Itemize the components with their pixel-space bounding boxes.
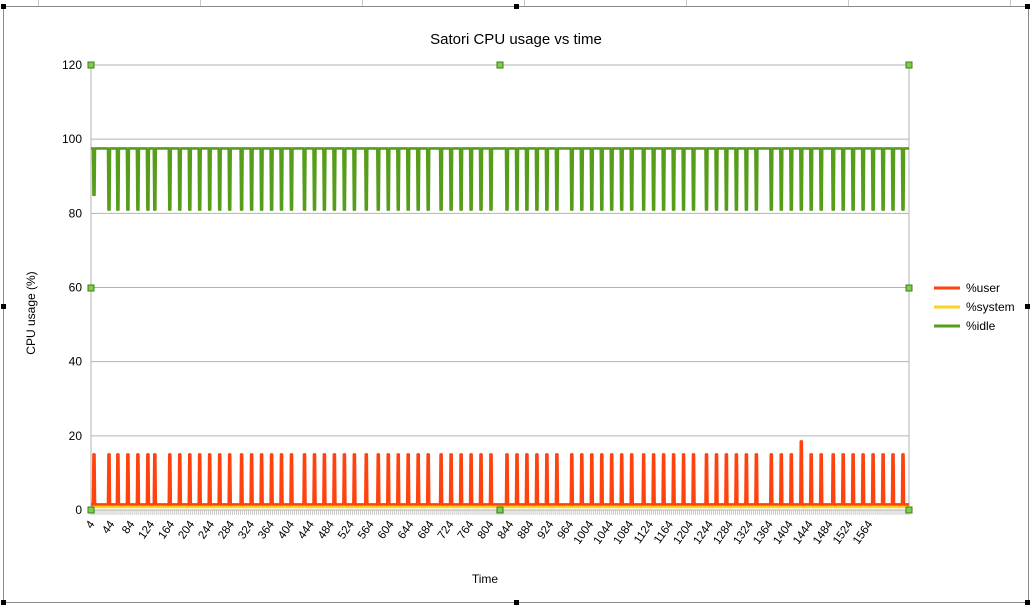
x-tick-label: 844 bbox=[496, 518, 517, 541]
x-tick-label: 1244 bbox=[691, 518, 716, 546]
x-tick-label: 1404 bbox=[771, 518, 796, 546]
y-tick-label: 100 bbox=[62, 132, 82, 146]
x-tick-label: 1284 bbox=[711, 518, 736, 546]
selection-handle bbox=[87, 61, 95, 69]
selection-handle bbox=[87, 506, 95, 514]
x-tick-label: 1004 bbox=[572, 518, 597, 546]
frame-handle[interactable] bbox=[1, 304, 6, 309]
selection-handle bbox=[905, 61, 913, 69]
x-tick-label: 1444 bbox=[791, 518, 816, 546]
y-tick-label: 40 bbox=[69, 355, 83, 369]
frame-handle[interactable] bbox=[514, 4, 519, 9]
selection-handles[interactable] bbox=[87, 61, 913, 514]
x-tick-label: 404 bbox=[276, 518, 297, 541]
selection-handle bbox=[905, 284, 913, 292]
x-tick-label: 644 bbox=[396, 518, 417, 541]
x-tick-label: 484 bbox=[316, 518, 337, 541]
frame-handle[interactable] bbox=[1, 600, 6, 605]
x-tick-label: 684 bbox=[416, 518, 437, 541]
legend[interactable]: %user %system %idle bbox=[934, 281, 1015, 333]
sheet-column-line bbox=[848, 0, 849, 7]
x-tick-label: 1204 bbox=[671, 518, 696, 546]
frame-handle[interactable] bbox=[1025, 304, 1030, 309]
x-tick-label: 1564 bbox=[851, 518, 876, 546]
x-tick-label: 524 bbox=[336, 518, 357, 541]
x-tick-label: 604 bbox=[376, 518, 397, 541]
x-tick-label: 324 bbox=[236, 518, 257, 541]
x-tick-label: 244 bbox=[196, 518, 217, 541]
x-tick-label: 204 bbox=[176, 518, 197, 541]
x-tick-label: 724 bbox=[436, 518, 457, 541]
sheet-column-line bbox=[200, 0, 201, 7]
y-tick-label: 0 bbox=[75, 503, 82, 517]
x-tick-label: 564 bbox=[356, 518, 377, 541]
x-tick-label: 4 bbox=[84, 518, 98, 531]
x-tick-label: 804 bbox=[476, 518, 497, 541]
x-tick-label: 1524 bbox=[831, 518, 856, 546]
x-tick-label: 44 bbox=[100, 518, 118, 536]
series-user-line bbox=[91, 440, 909, 506]
y-axis-label: CPU usage (%) bbox=[24, 271, 38, 354]
x-tick-label: 764 bbox=[456, 518, 477, 541]
frame-handle[interactable] bbox=[1025, 600, 1030, 605]
x-tick-label: 284 bbox=[216, 518, 237, 541]
legend-label: %system bbox=[966, 300, 1015, 314]
y-tick-labels: 0 20 40 60 80 100 120 bbox=[62, 58, 82, 517]
x-tick-label: 124 bbox=[136, 518, 157, 541]
x-tick-label: 444 bbox=[296, 518, 317, 541]
x-tick-label: 364 bbox=[256, 518, 277, 541]
selection-handle bbox=[905, 506, 913, 514]
y-tick-label: 120 bbox=[62, 58, 82, 72]
chart-title: Satori CPU usage vs time bbox=[430, 31, 602, 48]
series-lines bbox=[91, 147, 909, 509]
chart-frame[interactable] bbox=[1, 4, 1030, 605]
y-tick-label: 20 bbox=[69, 429, 83, 443]
x-tick-label: 1484 bbox=[811, 518, 836, 546]
x-tick-label: 164 bbox=[156, 518, 177, 541]
x-tick-labels: 4 44 84 124 164 204 244 284 324 364 404 444 484 524 56… bbox=[84, 518, 876, 546]
sheet-column-line bbox=[38, 0, 39, 7]
x-tick-label: 1364 bbox=[751, 518, 776, 546]
sheet-column-line bbox=[1010, 0, 1011, 7]
x-tick-label: 1084 bbox=[612, 518, 637, 546]
x-tick-label: 1044 bbox=[592, 518, 617, 546]
sheet-column-line bbox=[362, 0, 363, 7]
x-tick-label: 884 bbox=[516, 518, 537, 541]
selection-handle bbox=[87, 284, 95, 292]
legend-label: %idle bbox=[966, 319, 996, 333]
x-tick-label: 1124 bbox=[632, 518, 656, 546]
x-tick-label: 84 bbox=[120, 518, 138, 536]
frame-handle[interactable] bbox=[1025, 4, 1030, 9]
y-tick-label: 60 bbox=[69, 281, 83, 295]
sheet-column-line bbox=[686, 0, 687, 7]
x-tick-label: 1324 bbox=[731, 518, 756, 546]
legend-label: %user bbox=[966, 281, 1000, 295]
x-axis-label: Time bbox=[472, 572, 499, 586]
y-tick-label: 80 bbox=[69, 206, 83, 220]
frame-handle[interactable] bbox=[514, 600, 519, 605]
selection-handle bbox=[496, 506, 504, 514]
selection-handle bbox=[496, 61, 504, 69]
sheet-column-line bbox=[524, 0, 525, 7]
x-tick-label: 924 bbox=[536, 518, 557, 541]
frame-handle[interactable] bbox=[1, 4, 6, 9]
gridlines bbox=[90, 64, 910, 515]
series-idle-line bbox=[91, 147, 909, 211]
